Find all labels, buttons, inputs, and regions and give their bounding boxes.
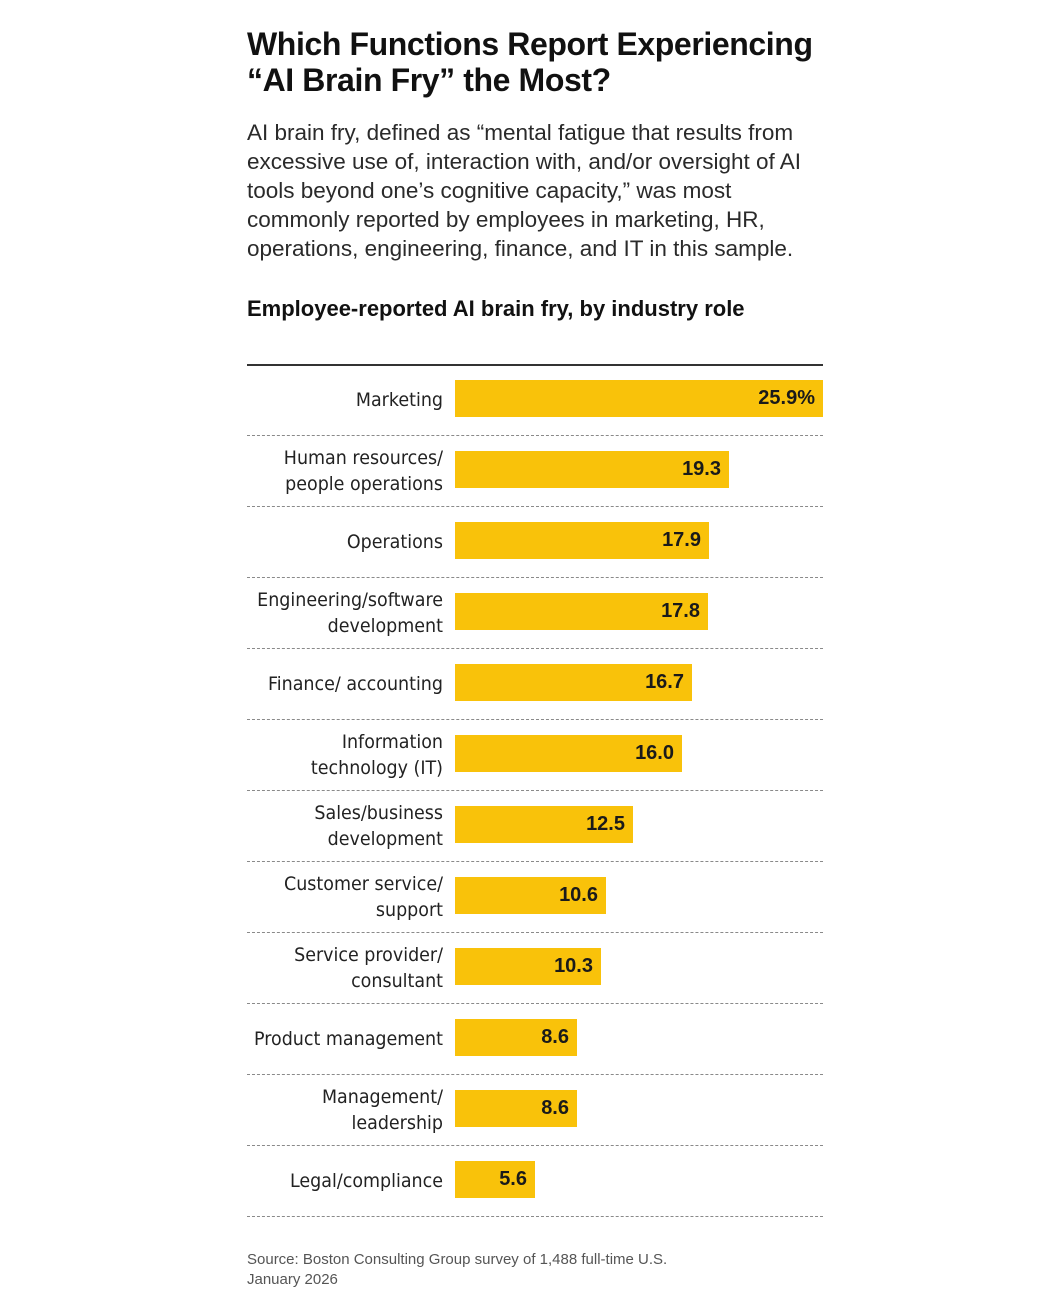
category-label: Engineering/software development: [257, 589, 443, 637]
bar-row: Product management 8.6: [247, 1004, 823, 1075]
bar-row: Finance/ accounting 16.7: [247, 649, 823, 720]
bar-value-label: 17.9: [662, 529, 701, 551]
bar-row: Management/ leadership 8.6: [247, 1075, 823, 1146]
category-label: Management/ leadership: [321, 1086, 443, 1134]
bar-value-label: 12.5: [586, 813, 625, 835]
category-label: Human resources/ people operations: [283, 447, 443, 495]
category-label: Service provider/ consultant: [294, 944, 443, 992]
bar-row: Engineering/software development 17.8: [247, 578, 823, 649]
bar-value-label: 16.0: [635, 742, 674, 764]
bar-row: Human resources/ people operations 19.3: [247, 436, 823, 507]
bar-value-label: 10.3: [554, 955, 593, 977]
top-rule: [247, 364, 823, 366]
bar: 5.6: [455, 1161, 535, 1198]
bar-value-label: 19.3: [682, 458, 721, 480]
bar-value-label: 17.8: [661, 600, 700, 622]
bar-chart: Marketing 25.9% Human resources/ people op…: [247, 365, 823, 1217]
bar-row: Information technology (IT) 16.0: [247, 720, 823, 791]
category-label: Legal/compliance: [289, 1170, 443, 1192]
bar-value-label: 25.9%: [758, 387, 815, 409]
category-label: Marketing: [355, 389, 443, 411]
bar: 16.7: [455, 664, 692, 701]
bar: 8.6: [455, 1090, 577, 1127]
bar-value-label: 5.6: [499, 1168, 527, 1190]
bar: 12.5: [455, 806, 633, 843]
source-note: Source: Boston Consulting Group survey o…: [247, 1250, 837, 1290]
category-label: Finance/ accounting: [267, 673, 443, 695]
bar: 17.8: [455, 593, 708, 630]
bar-row: Marketing 25.9%: [247, 365, 823, 436]
chart-headline: Which Functions Report Experiencing “AI …: [247, 26, 813, 98]
category-label: Customer service/ support: [284, 873, 443, 921]
bar-row: Operations 17.9: [247, 507, 823, 578]
category-label: Operations: [346, 531, 443, 553]
bar: 10.3: [455, 948, 601, 985]
bar-row: Customer service/ support 10.6: [247, 862, 823, 933]
category-label: Sales/business development: [314, 802, 443, 850]
bar-row: Legal/compliance 5.6: [247, 1146, 823, 1217]
bar-value-label: 8.6: [541, 1097, 569, 1119]
bar: 19.3: [455, 451, 729, 488]
bar: 8.6: [455, 1019, 577, 1056]
bar: 25.9%: [455, 380, 823, 417]
bar: 17.9: [455, 522, 709, 559]
category-label: Information technology (IT): [310, 731, 443, 779]
bar-row: Sales/business development 12.5: [247, 791, 823, 862]
bar: 10.6: [455, 877, 606, 914]
chart-title: Employee-reported AI brain fry, by indus…: [247, 296, 745, 321]
bar-value-label: 10.6: [559, 884, 598, 906]
category-label: Product management: [253, 1028, 443, 1050]
source-line-1: Source: Boston Consulting Group survey o…: [247, 1251, 668, 1268]
source-line-2: January 2026: [247, 1271, 338, 1288]
chart-description: AI brain fry, defined as “mental fatigue…: [247, 120, 802, 261]
bar: 16.0: [455, 735, 682, 772]
bar-value-label: 16.7: [645, 671, 684, 693]
bar-value-label: 8.6: [541, 1026, 569, 1048]
bar-row: Service provider/ consultant 10.3: [247, 933, 823, 1004]
